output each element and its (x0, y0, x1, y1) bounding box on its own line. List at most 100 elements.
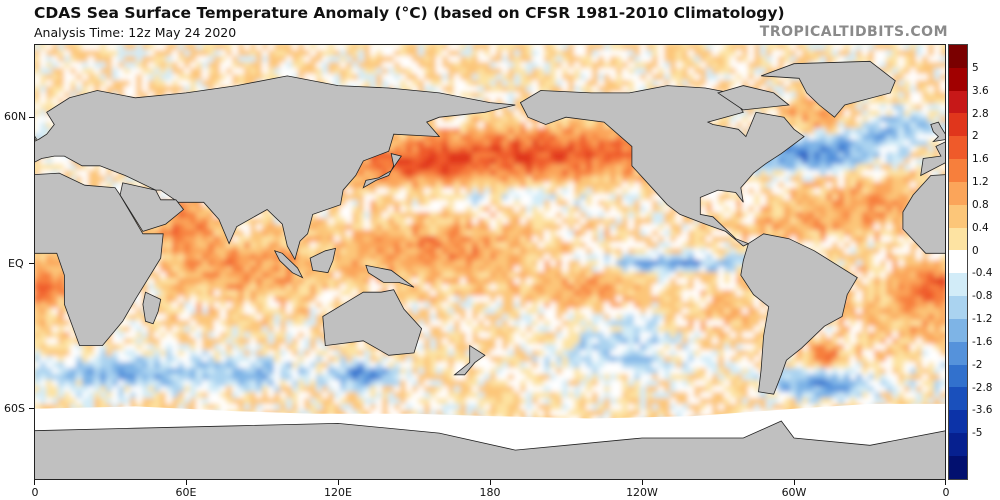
anomaly-cell (484, 122, 491, 129)
anomaly-cell (58, 98, 65, 105)
anomaly-cell (838, 134, 845, 141)
anomaly-cell (820, 128, 827, 135)
anomaly-cell (562, 236, 569, 243)
anomaly-cell (580, 122, 587, 129)
anomaly-cell (298, 62, 305, 69)
anomaly-cell (64, 44, 71, 51)
anomaly-cell (568, 128, 575, 135)
anomaly-cell (688, 44, 695, 51)
anomaly-cell (268, 212, 275, 219)
anomaly-cell (52, 92, 59, 99)
anomaly-cell (610, 134, 617, 141)
anomaly-cell (418, 218, 425, 225)
anomaly-cell (550, 50, 557, 57)
anomaly-cell (34, 110, 41, 117)
anomaly-cell (286, 62, 293, 69)
anomaly-cell (604, 194, 611, 201)
anomaly-cell (892, 182, 899, 189)
anomaly-cell (466, 86, 473, 93)
anomaly-cell (586, 62, 593, 69)
anomaly-cell (364, 230, 371, 237)
anomaly-cell (898, 128, 905, 135)
anomaly-cell (136, 86, 143, 93)
anomaly-cell (490, 68, 497, 75)
anomaly-cell (814, 134, 821, 141)
anomaly-cell (778, 176, 785, 183)
anomaly-cell (610, 74, 617, 81)
anomaly-cell (322, 56, 329, 63)
anomaly-cell (526, 212, 533, 219)
anomaly-cell (904, 110, 911, 117)
anomaly-cell (922, 152, 929, 159)
anomaly-cell (682, 236, 689, 243)
anomaly-cell (46, 62, 53, 69)
anomaly-cell (94, 68, 101, 75)
anomaly-cell (112, 176, 119, 183)
anomaly-cell (610, 68, 617, 75)
anomaly-cell (550, 224, 557, 231)
anomaly-cell (406, 74, 413, 81)
anomaly-cell (772, 56, 779, 63)
anomaly-cell (700, 206, 707, 213)
anomaly-cell (646, 50, 653, 57)
anomaly-cell (502, 50, 509, 57)
anomaly-cell (748, 56, 755, 63)
anomaly-cell (328, 56, 335, 63)
anomaly-cell (580, 176, 587, 183)
anomaly-cell (628, 164, 635, 171)
anomaly-cell (346, 50, 353, 57)
anomaly-cell (310, 56, 317, 63)
anomaly-cell (298, 74, 305, 81)
anomaly-cell (916, 116, 923, 123)
anomaly-cell (862, 56, 869, 63)
anomaly-cell (838, 230, 845, 237)
anomaly-cell (370, 56, 377, 63)
anomaly-cell (94, 176, 101, 183)
anomaly-cell (568, 200, 575, 207)
anomaly-cell (748, 200, 755, 207)
anomaly-cell (364, 68, 371, 75)
anomaly-cell (760, 182, 767, 189)
anomaly-cell (742, 56, 749, 63)
anomaly-cell (598, 224, 605, 231)
anomaly-cell (838, 50, 845, 57)
anomaly-cell (142, 56, 149, 63)
anomaly-cell (706, 206, 713, 213)
anomaly-cell (556, 158, 563, 165)
anomaly-cell (448, 68, 455, 75)
anomaly-cell (940, 44, 946, 51)
anomaly-cell (658, 50, 665, 57)
anomaly-cell (772, 194, 779, 201)
anomaly-cell (610, 230, 617, 237)
anomaly-cell (700, 236, 707, 243)
anomaly-cell (262, 62, 269, 69)
anomaly-cell (40, 170, 47, 177)
anomaly-cell (346, 182, 353, 189)
anomaly-cell (718, 80, 725, 87)
anomaly-cell (916, 110, 923, 117)
anomaly-cell (676, 50, 683, 57)
anomaly-cell (532, 74, 539, 81)
anomaly-cell (424, 212, 431, 219)
anomaly-cell (526, 122, 533, 129)
anomaly-cell (718, 62, 725, 69)
anomaly-cell (508, 92, 515, 99)
anomaly-cell (598, 182, 605, 189)
anomaly-cell (850, 182, 857, 189)
anomaly-cell (838, 176, 845, 183)
anomaly-cell (334, 212, 341, 219)
anomaly-cell (766, 80, 773, 87)
anomaly-cell (874, 122, 881, 129)
anomaly-cell (208, 68, 215, 75)
anomaly-cell (418, 74, 425, 81)
anomaly-cell (796, 122, 803, 129)
anomaly-cell (856, 122, 863, 129)
anomaly-cell (430, 200, 437, 207)
anomaly-cell (502, 176, 509, 183)
anomaly-cell (622, 164, 629, 171)
anomaly-cell (436, 176, 443, 183)
anomaly-cell (46, 44, 53, 51)
anomaly-cell (346, 218, 353, 225)
anomaly-cell (784, 182, 791, 189)
anomaly-cell (880, 44, 887, 51)
